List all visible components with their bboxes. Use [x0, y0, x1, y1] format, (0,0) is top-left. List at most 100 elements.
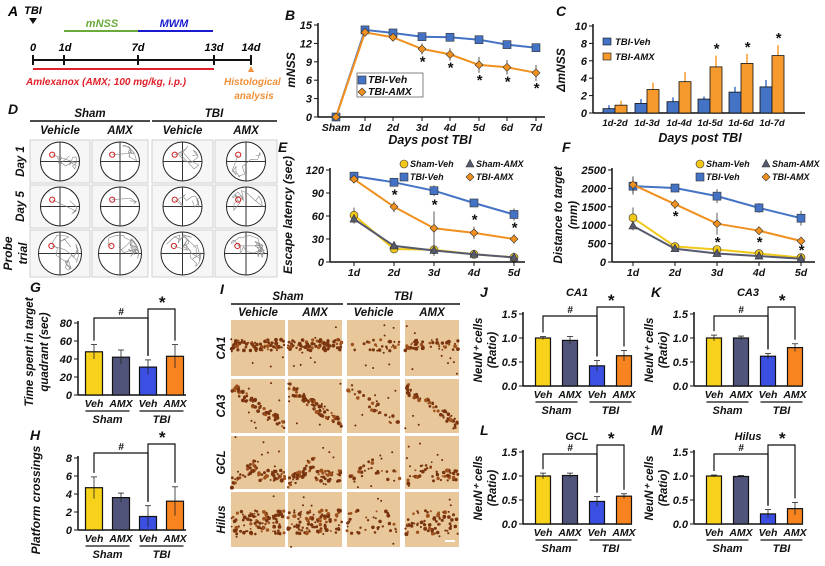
- neuron-dot: [326, 469, 330, 472]
- neuron-dot: [414, 469, 417, 472]
- neuron-dot: [368, 405, 371, 409]
- neuron-dot: [283, 474, 286, 478]
- data-point-diamond: [628, 180, 638, 190]
- neun-stain-image: [346, 379, 400, 433]
- significance-star: *: [431, 196, 438, 213]
- y-tick-label: 2: [580, 91, 587, 103]
- x-tick-label: 4d: [752, 267, 766, 279]
- neuron-dot: [385, 345, 388, 349]
- neuron-dot: [335, 342, 339, 346]
- swim-track-image: [151, 229, 214, 278]
- neuron-dot: [375, 409, 378, 412]
- neuron-dot: [303, 473, 307, 477]
- data-point-square: [417, 32, 427, 41]
- neuron-dot: [404, 532, 409, 537]
- neuron-dot: [275, 422, 278, 425]
- neuron-dot: [447, 515, 451, 519]
- neuron-dot: [405, 457, 408, 460]
- neuron-dot: [423, 522, 426, 525]
- x-tick-label: AMX: [162, 533, 187, 545]
- neuron-dot: [234, 525, 239, 530]
- neuron-dot: [306, 522, 310, 526]
- neuron-dot: [302, 504, 304, 507]
- data-point-square: [357, 75, 367, 85]
- neuron-dot: [448, 498, 451, 501]
- neuron-dot: [277, 344, 280, 347]
- neuron-dot: [334, 531, 338, 534]
- tbi-label: TBI: [24, 5, 43, 17]
- neuron-dot: [287, 344, 289, 347]
- significance-star: *: [714, 234, 721, 251]
- neuron-dot: [258, 347, 263, 352]
- neuron-dot: [376, 469, 380, 473]
- y-tick-label: 6: [66, 471, 73, 483]
- neuron-dot: [283, 426, 286, 429]
- y-tick-label: 6: [306, 75, 313, 87]
- data-point-triangle: [465, 158, 475, 168]
- x-tick-label: 4d: [467, 267, 481, 279]
- neuron-dot: [264, 523, 267, 526]
- neuron-dot: [281, 356, 284, 359]
- neuron-dot: [432, 406, 435, 409]
- neuron-dot: [288, 526, 292, 530]
- significance-marker: *: [778, 429, 786, 448]
- neun-stain-image: [347, 320, 401, 376]
- y-axis-label: Escape latency (sec): [281, 156, 295, 274]
- neuron-dot: [353, 393, 356, 396]
- neuron-dot: [379, 338, 383, 342]
- bar-tbi-amx: [646, 89, 660, 114]
- neuron-dot: [271, 514, 275, 518]
- data-point-circle: [399, 159, 409, 169]
- neuron-dot: [367, 460, 371, 464]
- neuron-dot: [315, 470, 319, 474]
- day-label: 7d: [132, 42, 145, 54]
- y-tick-label: 10: [575, 21, 588, 33]
- neuron-dot: [388, 416, 391, 419]
- neuron-dot: [449, 416, 451, 418]
- neuron-dot: [295, 473, 300, 478]
- neuron-dot: [305, 530, 309, 535]
- y-tick-label: 8: [581, 38, 588, 50]
- neun-stain-image: [405, 436, 460, 489]
- neun-stain-image: [230, 379, 286, 433]
- legend-label: Sham-AMX: [772, 159, 821, 169]
- neuron-dot: [362, 342, 366, 346]
- neuron-dot: [262, 510, 266, 514]
- neuron-dot: [353, 349, 356, 352]
- neuron-dot: [234, 339, 238, 343]
- neuron-dot: [441, 349, 444, 351]
- neuron-dot: [257, 525, 261, 530]
- neuron-dot: [456, 532, 459, 535]
- day-label: 1d: [59, 42, 72, 54]
- neuron-dot: [273, 530, 277, 533]
- neuron-dot: [424, 509, 427, 513]
- neuron-dot: [273, 418, 277, 422]
- neuron-dot: [272, 524, 277, 529]
- neuron-dot: [303, 466, 307, 471]
- neuron-dot: [282, 531, 286, 535]
- neuron-dot: [295, 523, 298, 526]
- column-label: Vehicle: [40, 125, 80, 137]
- neuron-dot: [310, 346, 314, 350]
- neuron-dot: [249, 463, 252, 466]
- x-tick-label: 4d: [443, 122, 457, 134]
- neuron-dot: [323, 524, 327, 528]
- neuron-dot: [292, 473, 296, 477]
- neuron-dot: [386, 347, 389, 350]
- neuron-dot: [292, 365, 295, 367]
- panel-letter-a: A: [7, 3, 18, 19]
- neuron-dot: [406, 478, 410, 482]
- neuron-dot: [445, 411, 448, 414]
- data-point-diamond: [754, 226, 764, 236]
- series-sham-amx: [628, 220, 806, 262]
- neuron-dot: [348, 474, 353, 479]
- row-label: Day 5: [15, 191, 27, 222]
- neuron-dot: [437, 343, 440, 346]
- neuron-dot: [286, 346, 290, 350]
- neuron-dot: [280, 514, 285, 519]
- swim-path: [107, 234, 140, 259]
- data-point-triangle: [712, 248, 722, 257]
- neuron-dot: [287, 511, 291, 515]
- neuron-dot: [441, 475, 444, 478]
